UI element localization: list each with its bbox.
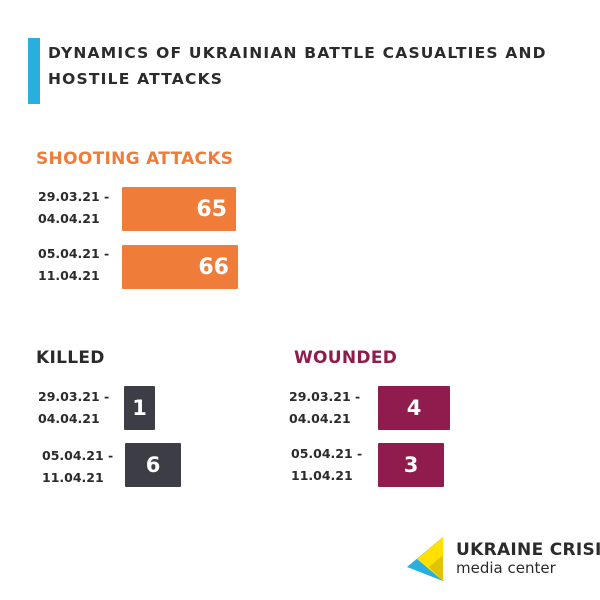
killed-bar: 1 (124, 386, 155, 430)
bar-value-label: 6 (145, 453, 161, 477)
logo-title: UKRAINE CRISIS (456, 540, 600, 560)
bar-value-label: 3 (403, 453, 419, 477)
wounded-bar: 4 (378, 386, 450, 430)
logo-subtitle: media center (456, 559, 556, 577)
shooting-bar: 65 (122, 187, 236, 231)
wounded-period-label: 05.04.21 - 11.04.21 (291, 446, 363, 483)
shooting-period-label: 29.03.21 - 04.04.21 (38, 189, 110, 226)
bar-value-label: 1 (132, 396, 147, 420)
wounded-title: WOUNDED (294, 348, 398, 368)
title-accent-bar (28, 38, 40, 104)
killed-period-label: 29.03.21 - 04.04.21 (38, 389, 110, 426)
shooting-attacks-title: SHOOTING ATTACKS (36, 149, 234, 169)
wounded-bar: 3 (378, 443, 444, 487)
page-title: DYNAMICS OF UKRAINIAN BATTLE CASUALTIES … (48, 44, 547, 88)
bar-value-label: 66 (198, 254, 229, 280)
bar-value-label: 65 (196, 196, 227, 222)
shooting-period-label: 05.04.21 - 11.04.21 (38, 246, 110, 283)
killed-bar: 6 (125, 443, 181, 487)
killed-period-label: 05.04.21 - 11.04.21 (42, 448, 114, 485)
bar-value-label: 4 (406, 396, 422, 420)
ukraine-crisis-logo-icon (407, 537, 443, 581)
shooting-bar: 66 (122, 245, 238, 289)
wounded-period-label: 29.03.21 - 04.04.21 (289, 389, 361, 426)
killed-title: KILLED (36, 348, 105, 368)
